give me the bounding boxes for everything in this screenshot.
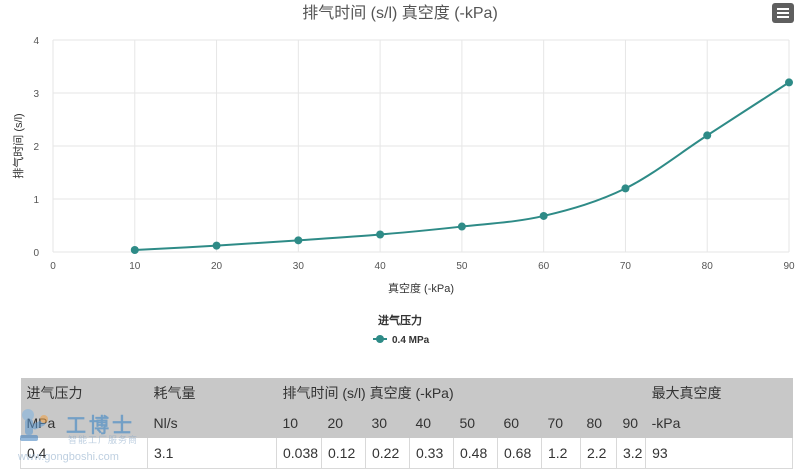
x-tick-label: 0 bbox=[50, 261, 56, 272]
grid bbox=[52, 39, 790, 253]
data-point[interactable] bbox=[212, 241, 221, 250]
table-subheader: 90 bbox=[616, 408, 646, 438]
data-point[interactable] bbox=[294, 236, 303, 245]
data-point[interactable] bbox=[457, 222, 466, 231]
table-cell: 2.2 bbox=[580, 438, 617, 469]
chart-title: 排气时间 (s/l) 真空度 (-kPa) bbox=[302, 4, 498, 22]
x-tick-label: 20 bbox=[211, 261, 223, 272]
y-tick-label: 0 bbox=[33, 248, 39, 259]
y-tick-label: 3 bbox=[33, 89, 39, 100]
legend-item[interactable]: 0.4 MPa bbox=[373, 335, 430, 346]
legend-title: 进气压力 bbox=[378, 313, 422, 327]
table-subheader: MPa bbox=[20, 408, 148, 438]
table-subheader: 70 bbox=[541, 408, 581, 438]
x-tick-label: 60 bbox=[538, 261, 550, 272]
table-subheader: 50 bbox=[453, 408, 498, 438]
table-header-row-1: 进气压力 耗气量 排气时间 (s/l) 真空度 (-kPa) 最大真空度 bbox=[20, 378, 793, 408]
data-point[interactable] bbox=[130, 245, 139, 254]
table-cell: 0.038 bbox=[276, 438, 322, 469]
table-subheader: 10 bbox=[276, 408, 322, 438]
y-tick-label: 2 bbox=[33, 142, 39, 153]
table-subheader: -kPa bbox=[645, 408, 793, 438]
table-header: 进气压力 bbox=[20, 378, 148, 408]
table-cell: 93 bbox=[645, 438, 794, 469]
table-cell: 3.2 bbox=[615, 438, 647, 469]
x-tick-label: 10 bbox=[129, 261, 141, 272]
table-row: 0.4 3.1 0.038 0.12 0.22 0.33 0.48 0.68 1… bbox=[20, 438, 794, 469]
data-point[interactable] bbox=[703, 131, 712, 140]
x-tick-label: 90 bbox=[783, 261, 795, 272]
hamburger-menu-icon[interactable] bbox=[772, 3, 794, 23]
x-tick-label: 70 bbox=[620, 261, 632, 272]
table-header-row-2: MPa Nl/s 10 20 30 40 50 60 70 80 90 -kPa bbox=[20, 408, 793, 438]
legend-item-label: 0.4 MPa bbox=[392, 335, 430, 346]
spec-table: 进气压力 耗气量 排气时间 (s/l) 真空度 (-kPa) 最大真空度 MPa… bbox=[20, 378, 794, 469]
table-header: 最大真空度 bbox=[645, 378, 793, 408]
table-cell: 0.22 bbox=[365, 438, 410, 469]
table-cell: 3.1 bbox=[147, 438, 277, 469]
table-subheader: 40 bbox=[409, 408, 454, 438]
legend-marker bbox=[376, 335, 384, 343]
data-point[interactable] bbox=[785, 78, 793, 87]
y-tick-label: 1 bbox=[33, 195, 39, 206]
x-tick-label: 30 bbox=[293, 261, 305, 272]
table-header: 耗气量 bbox=[147, 378, 277, 408]
x-axis-title: 真空度 (-kPa) bbox=[388, 281, 454, 295]
table-cell: 0.4 bbox=[20, 438, 148, 469]
table-cell: 0.48 bbox=[453, 438, 498, 469]
table-cell: 1.2 bbox=[541, 438, 581, 469]
table-cell: 0.68 bbox=[497, 438, 542, 469]
x-tick-label: 50 bbox=[456, 261, 468, 272]
table-cell: 0.33 bbox=[409, 438, 454, 469]
table-subheader: 60 bbox=[497, 408, 542, 438]
y-axis-title: 排气时间 (s/l) bbox=[11, 113, 25, 178]
data-point[interactable] bbox=[539, 211, 548, 220]
x-tick-label: 80 bbox=[702, 261, 714, 272]
y-tick-label: 4 bbox=[33, 36, 39, 47]
table-subheader: 80 bbox=[580, 408, 617, 438]
table-subheader: 30 bbox=[365, 408, 410, 438]
table-cell: 0.12 bbox=[321, 438, 366, 469]
data-point[interactable] bbox=[376, 230, 385, 239]
table-subheader: 20 bbox=[321, 408, 366, 438]
table-header: 排气时间 (s/l) 真空度 (-kPa) bbox=[276, 378, 646, 408]
series-layer bbox=[130, 78, 793, 254]
legend: 进气压力 0.4 MPa bbox=[373, 313, 430, 346]
data-point[interactable] bbox=[621, 184, 630, 193]
table-subheader: Nl/s bbox=[147, 408, 277, 438]
x-tick-label: 40 bbox=[375, 261, 387, 272]
